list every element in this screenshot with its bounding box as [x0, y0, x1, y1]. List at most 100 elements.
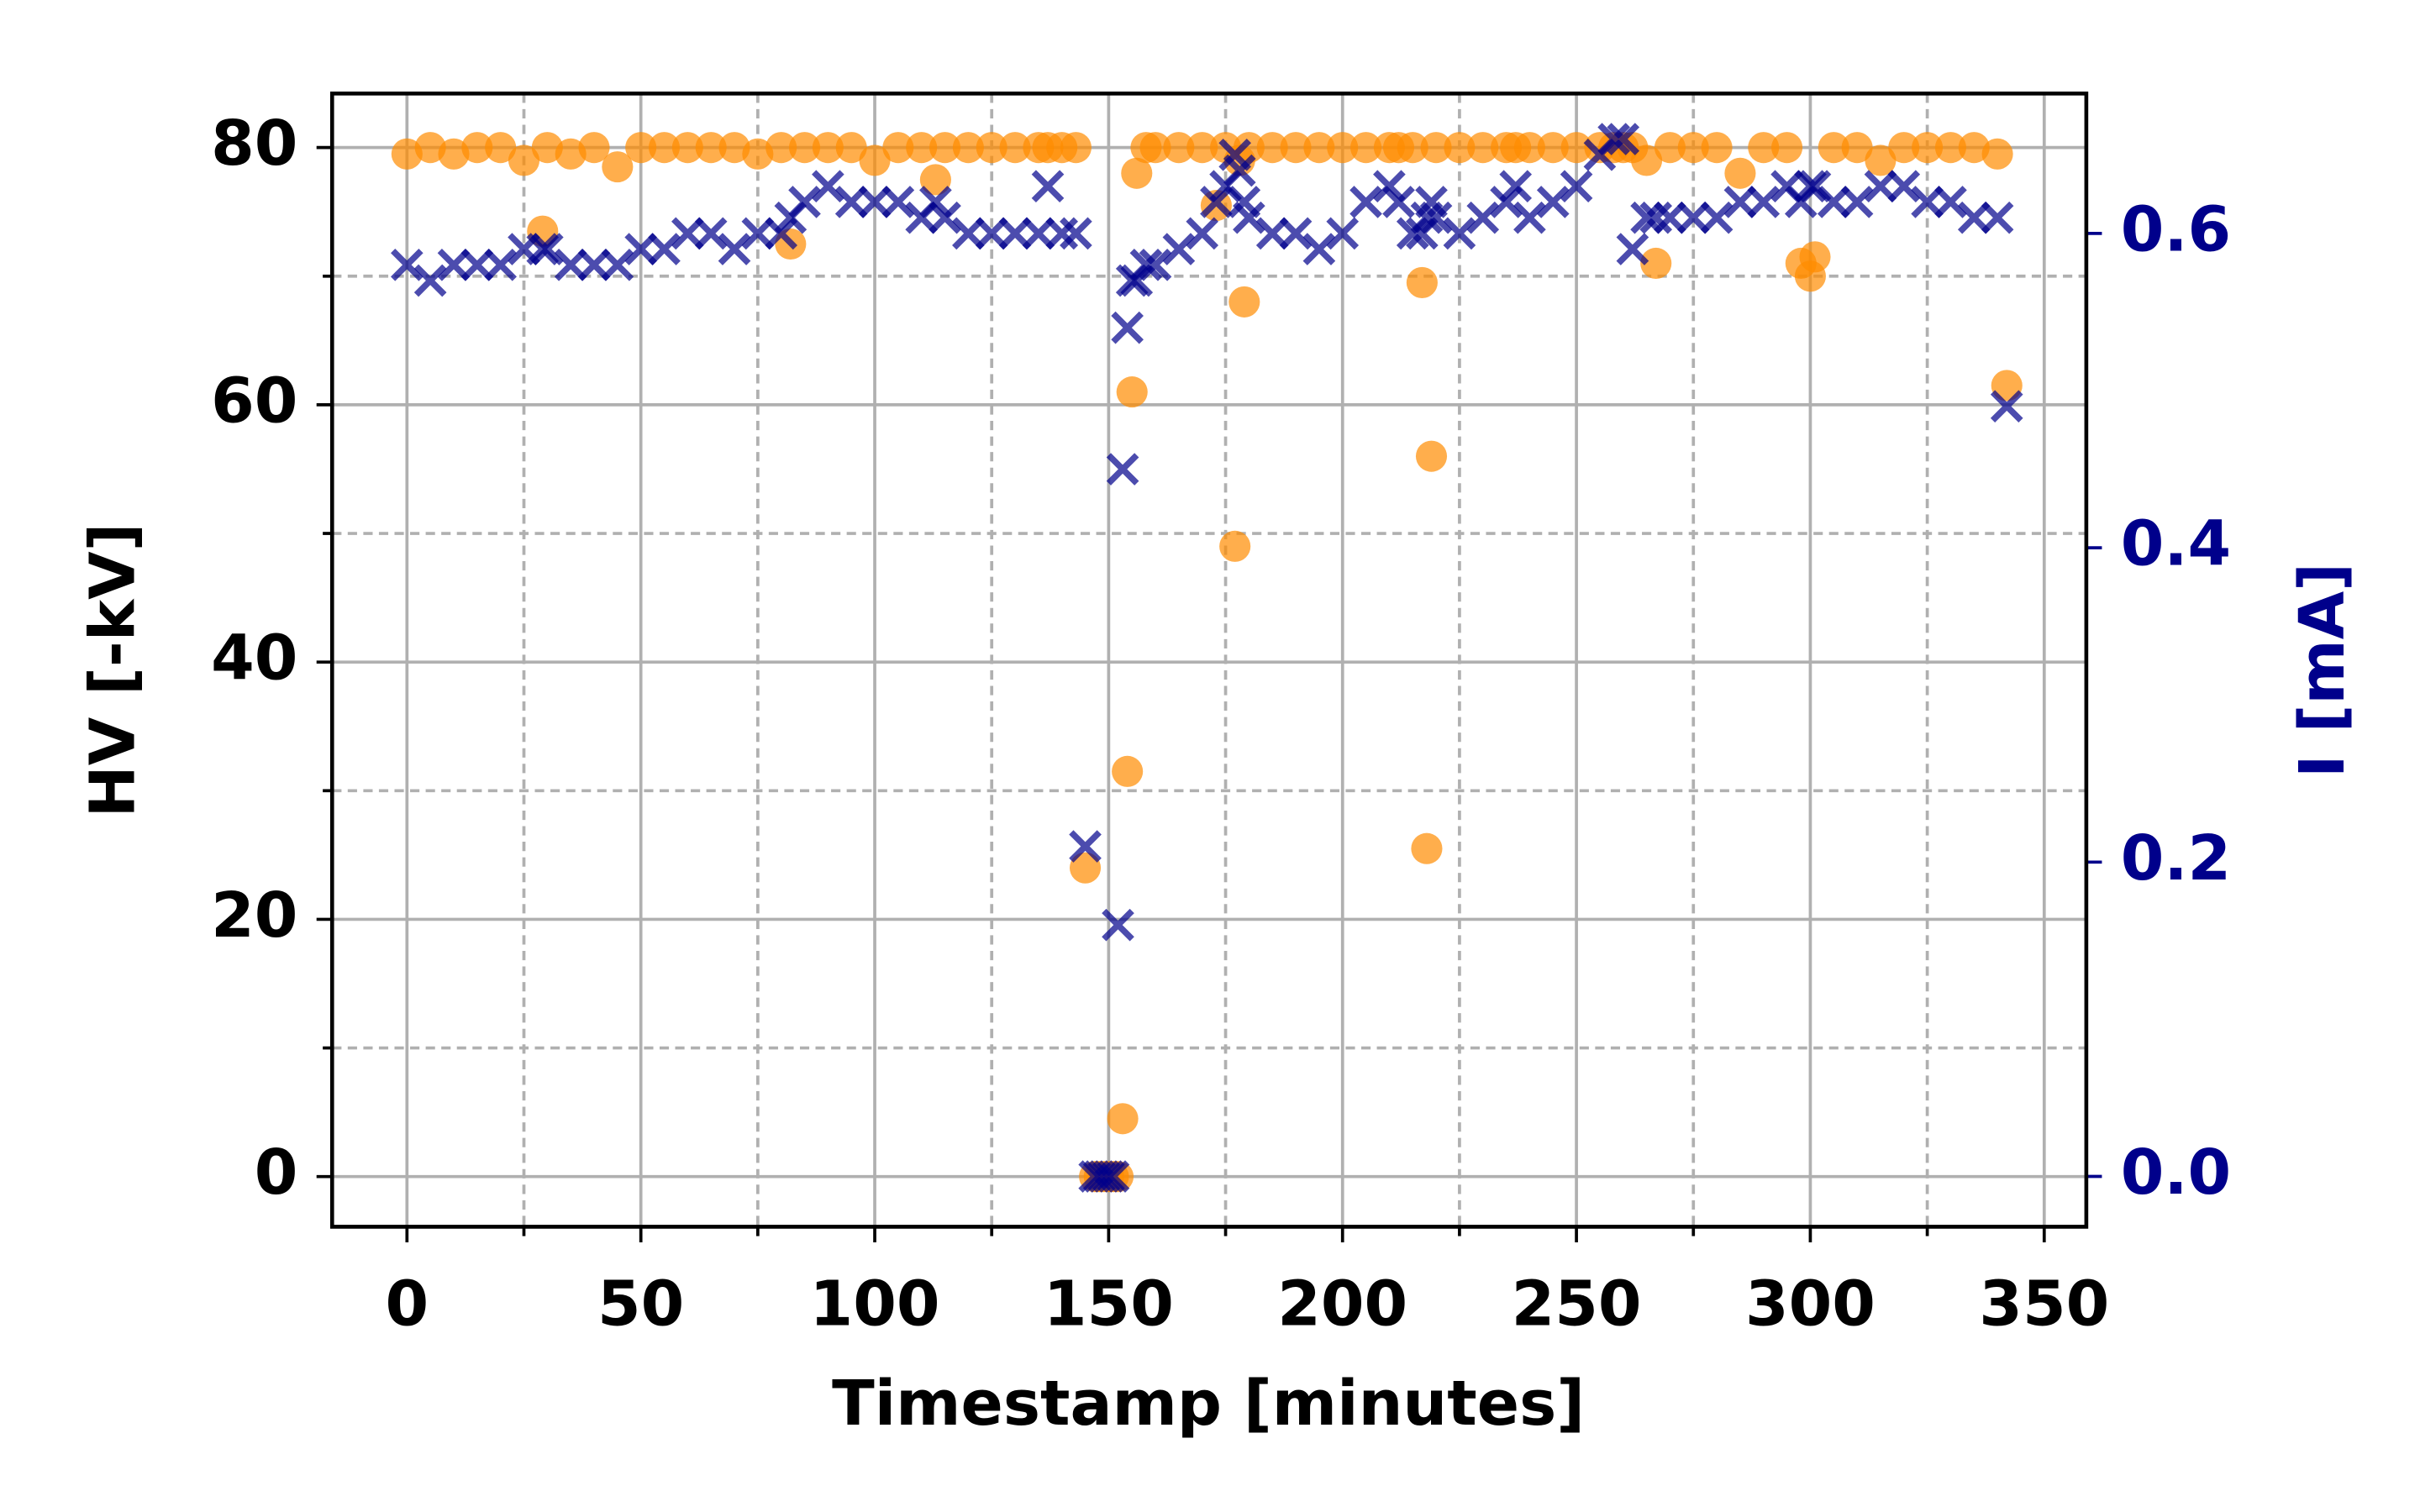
current-point [1069, 830, 1102, 863]
hv-point [508, 144, 540, 176]
y-tick-label: 60 [211, 364, 297, 437]
hv-point [1958, 132, 1990, 164]
hv-point [1888, 132, 1920, 164]
hv-point [859, 144, 891, 176]
hv-point [1677, 132, 1709, 164]
current-point [1186, 217, 1219, 250]
current-point [1536, 186, 1570, 218]
current-point [1817, 186, 1850, 218]
hv-point [485, 132, 517, 164]
x-tick-label: 350 [1979, 1267, 2109, 1340]
current-point [1111, 311, 1144, 344]
hv-point [1233, 132, 1265, 164]
hv-point [1991, 370, 2023, 402]
current-point [765, 217, 798, 250]
current-point [1513, 201, 1546, 234]
x-tick-label: 250 [1512, 1267, 1642, 1340]
current-point [1200, 186, 1233, 218]
hv-point [1818, 132, 1849, 164]
current-point [624, 233, 658, 265]
current-point [1373, 170, 1406, 203]
hv-point [929, 132, 961, 164]
current-point [648, 233, 681, 265]
current-point [1864, 170, 1897, 203]
hv-point [1228, 286, 1260, 318]
hv-point [742, 138, 774, 170]
x-tick-label: 300 [1745, 1267, 1876, 1340]
current-point [1129, 248, 1163, 281]
hv-point [1748, 132, 1780, 164]
current-point [1233, 201, 1265, 234]
current-point [1139, 248, 1172, 281]
current-point [601, 248, 634, 281]
hv-point [461, 132, 493, 164]
current-point [1279, 217, 1313, 250]
hv-point [1771, 132, 1803, 164]
hv-point [391, 138, 423, 170]
hv-point [1799, 241, 1831, 273]
current-point [531, 233, 564, 265]
y2-tick-label: 0.6 [2121, 192, 2231, 265]
current-point [413, 264, 447, 297]
current-point [1022, 217, 1055, 250]
current-point [1092, 1160, 1125, 1193]
current-point [929, 201, 961, 234]
hv-point [1631, 144, 1663, 176]
plot-frame [329, 92, 2089, 1229]
current-point [1162, 233, 1196, 265]
current-point [952, 217, 985, 250]
hv-point [1186, 132, 1218, 164]
hv-point [1420, 132, 1452, 164]
current-point [1560, 170, 1593, 203]
hv-point [1069, 852, 1102, 884]
hv-point [695, 132, 727, 164]
hv-point [1701, 132, 1733, 164]
current-point [1097, 1160, 1130, 1193]
current-point [1676, 201, 1710, 234]
hv-point [1841, 132, 1873, 164]
y2-tick-label: 0.0 [2121, 1136, 2231, 1209]
current-point [1957, 201, 1991, 234]
current-point [1981, 201, 2014, 234]
hv-point [648, 132, 681, 164]
current-point [1082, 1160, 1116, 1193]
y-tick-label: 20 [211, 879, 297, 952]
current-point [1990, 390, 2023, 423]
y2-axis-label: I [mA] [2286, 563, 2359, 778]
current-point [526, 233, 560, 265]
current-point [1302, 233, 1336, 265]
current-point [671, 217, 704, 250]
current-point [554, 248, 587, 281]
hv-point [625, 132, 657, 164]
current-point [1887, 170, 1921, 203]
hv-point [1397, 132, 1428, 164]
current-point [1419, 201, 1453, 234]
current-point [1490, 186, 1523, 218]
hv-point [1865, 144, 1897, 176]
x-tick-label: 50 [597, 1267, 684, 1340]
y-tick-label: 0 [255, 1136, 298, 1209]
current-point [460, 248, 494, 281]
hv-point [999, 132, 1031, 164]
current-point [1045, 217, 1079, 250]
y-tick-label: 80 [211, 107, 297, 180]
current-point [1911, 186, 1944, 218]
hv-point [835, 132, 867, 164]
x-axis-label: Timestamp [minutes] [832, 1367, 1585, 1440]
current-point [577, 248, 611, 281]
current-point [1087, 1160, 1121, 1193]
hv-point [952, 132, 984, 164]
hv-point [1112, 755, 1144, 787]
hv-point [438, 138, 470, 170]
hv-point [1560, 132, 1592, 164]
hv-point [1981, 138, 2013, 170]
hv-point [919, 164, 951, 196]
current-point [998, 217, 1032, 250]
hv-point [1163, 132, 1195, 164]
current-point [1654, 201, 1686, 234]
hv-point [788, 132, 821, 164]
current-point [1723, 186, 1757, 218]
